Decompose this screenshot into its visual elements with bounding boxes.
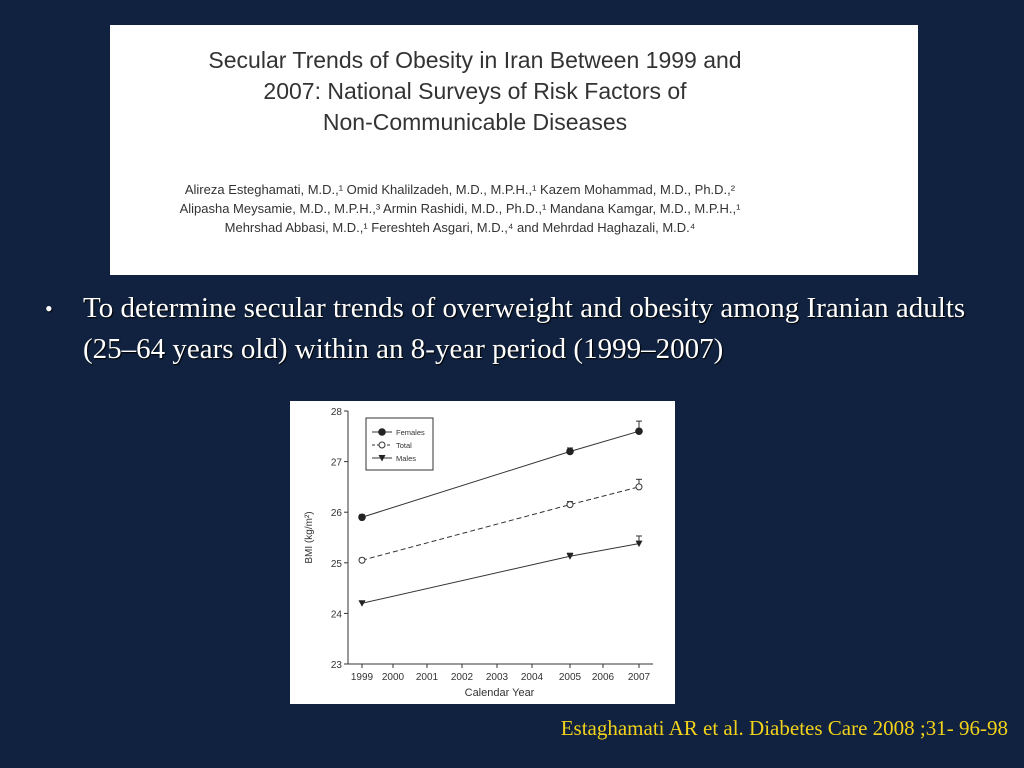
x-tick-label: 2004 [521,672,544,683]
x-tick-label: 2001 [416,672,439,683]
y-tick-label: 23 [331,660,343,671]
data-point-females [566,447,574,456]
y-tick-label: 25 [331,559,343,570]
data-point-total [635,483,643,491]
series-line-total [361,486,640,561]
paper-authors: Alireza Esteghamati, M.D.,¹ Omid Khalilz… [110,180,810,237]
bullet-marker: • [45,296,53,321]
paper-title-line: 2007: National Surveys of Risk Factors o… [263,78,687,104]
x-tick-label: 2007 [628,672,651,683]
x-tick-label: 2003 [486,672,509,683]
legend-label-total: Total [396,441,412,450]
paper-header-image: Secular Trends of Obesity in Iran Betwee… [110,25,918,275]
legend-label-males: Males [396,454,416,463]
x-tick-label: 2002 [451,672,474,683]
data-point-males [358,600,366,607]
y-tick-label: 28 [331,407,343,418]
paper-title-line: Secular Trends of Obesity in Iran Betwee… [208,47,742,73]
citation: Estaghamati AR et al. Diabetes Care 2008… [560,716,1008,740]
bmi-chart-svg: 23 24 25 26 27 28 1999 2000 2001 2002 2003 2004 2005… [304,407,653,699]
data-point-females [358,513,366,522]
x-tick-label: 2005 [559,672,582,683]
legend-marker-females [378,428,386,436]
legend-box [365,417,434,471]
x-tick-label: 2000 [382,672,405,683]
data-point-females [635,427,643,436]
paper-author-line: Alireza Esteghamati, M.D.,¹ Omid Khalilz… [184,182,736,197]
y-axis-title: BMI (kg/m²) [304,511,315,563]
x-tick-label: 1999 [351,672,374,683]
paper-author-line: Mehrshad Abbasi, M.D.,¹ Fereshteh Asgari… [224,220,696,235]
legend-label-females: Females [396,428,425,437]
paper-title: Secular Trends of Obesity in Iran Betwee… [110,45,840,138]
y-tick-label: 24 [331,609,343,620]
data-point-males [566,553,574,560]
legend-marker-total [378,441,386,449]
x-axis-title: Calendar Year [465,687,535,699]
x-tick-label: 2006 [592,672,615,683]
bullet-text: To determine secular trends of overweigh… [83,292,966,365]
data-point-males [635,540,643,548]
paper-author-line: Alipasha Meysamie, M.D., M.P.H.,³ Armin … [179,201,741,216]
paper-title-line: Non-Communicable Diseases [322,109,628,135]
data-point-total [358,556,366,564]
data-point-total [566,501,574,509]
series-line-males [361,543,640,604]
y-tick-label: 26 [331,508,343,519]
y-tick-label: 27 [331,458,343,469]
legend-marker-males [378,455,386,462]
bmi-chart: 23 24 25 26 27 28 1999 2000 2001 2002 2003 2004 2005… [290,401,675,704]
